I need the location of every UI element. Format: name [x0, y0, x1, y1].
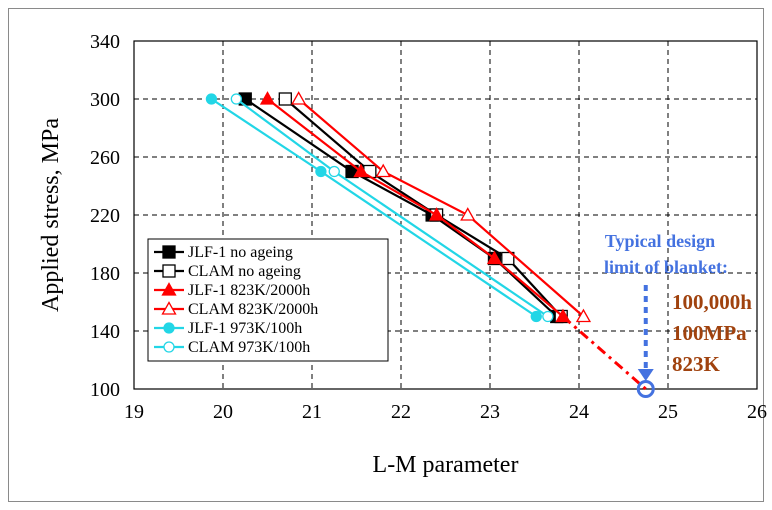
data-point — [315, 165, 327, 178]
x-tick-labels: 19 20 21 22 23 24 25 26 — [124, 401, 767, 423]
x-tick-label: 21 — [302, 401, 322, 423]
series-layer — [205, 91, 592, 324]
legend-label: JLF-1 823K/2000h — [188, 282, 310, 299]
data-point — [278, 92, 292, 106]
legend-label: CLAM no ageing — [188, 263, 301, 280]
x-tick-label: 20 — [213, 401, 233, 423]
y-tick-label: 220 — [90, 205, 120, 227]
data-point — [259, 91, 276, 105]
annotation-group: Typical design limit of blanket: 100,000… — [604, 231, 752, 376]
legend-entry-6: CLAM 973K/100h — [154, 339, 310, 356]
legend-entry-2: CLAM no ageing — [154, 263, 301, 280]
data-point — [205, 93, 218, 105]
design-arrow-head — [637, 369, 654, 381]
legend-label: CLAM 973K/100h — [188, 339, 310, 356]
legend-entry-4: CLAM 823K/2000h — [154, 301, 318, 318]
data-point — [501, 251, 515, 266]
y-tick-label: 100 — [90, 379, 120, 401]
legend-entry-3: JLF-1 823K/2000h — [154, 282, 310, 299]
legend: JLF-1 no ageing CLAM no ageing JLF-1 823K/… — [147, 238, 389, 362]
x-tick-label: 26 — [747, 401, 767, 423]
legend-label: JLF-1 no ageing — [188, 244, 293, 261]
annotation-stress: 100MPa — [672, 321, 747, 345]
legend-marker — [162, 264, 176, 278]
legend-marker — [161, 282, 177, 296]
extrapolation-line — [561, 315, 647, 391]
annotation-temperature: 823K — [672, 352, 721, 376]
y-tick-label: 340 — [90, 31, 120, 53]
data-point — [530, 310, 542, 323]
y-tick-labels: 100 140 180 220 260 300 340 — [90, 31, 120, 401]
legend-entry-1: JLF-1 no ageing — [154, 244, 293, 261]
data-point — [486, 250, 503, 265]
x-tick-label: 22 — [391, 401, 411, 423]
data-point — [375, 163, 391, 178]
data-point — [291, 91, 307, 105]
series-5 — [205, 93, 542, 323]
x-axis-label: L-M parameter — [373, 452, 519, 478]
series-line — [297, 98, 585, 318]
y-axis-label: Applied stress, MPa — [38, 118, 64, 312]
legend-marker — [161, 301, 177, 315]
data-point — [428, 207, 445, 221]
design-point-marker — [636, 380, 655, 398]
y-tick-label: 180 — [90, 263, 120, 285]
extrapolation-layer — [561, 285, 655, 398]
y-tick-label: 260 — [90, 147, 120, 169]
legend-label: JLF-1 973K/100h — [188, 320, 302, 337]
legend-marker — [162, 245, 176, 259]
figure-frame — [8, 8, 764, 502]
annotation-hours: 100,000h — [672, 290, 752, 314]
legend-box — [147, 238, 389, 362]
y-tick-label: 300 — [90, 89, 120, 111]
x-tick-label: 24 — [569, 401, 589, 423]
annotation-typical-design: Typical design — [605, 231, 715, 251]
legend-label: CLAM 823K/2000h — [188, 301, 318, 318]
data-point — [353, 163, 369, 178]
plot-area — [133, 40, 758, 390]
y-tick-label: 140 — [90, 321, 120, 343]
data-point — [230, 93, 243, 105]
data-point — [542, 310, 554, 323]
series-6 — [230, 93, 554, 323]
data-point — [460, 207, 476, 221]
x-tick-label: 25 — [658, 401, 678, 423]
x-tick-label: 19 — [124, 401, 144, 423]
legend-entry-5: JLF-1 973K/100h — [154, 320, 302, 337]
x-tick-label: 23 — [480, 401, 500, 423]
legend-marker — [163, 322, 175, 334]
annotation-limit-of-blanket: limit of blanket: — [604, 257, 728, 277]
data-point — [575, 308, 592, 323]
data-point — [328, 165, 340, 178]
series-4 — [291, 91, 592, 323]
legend-marker — [163, 341, 175, 353]
